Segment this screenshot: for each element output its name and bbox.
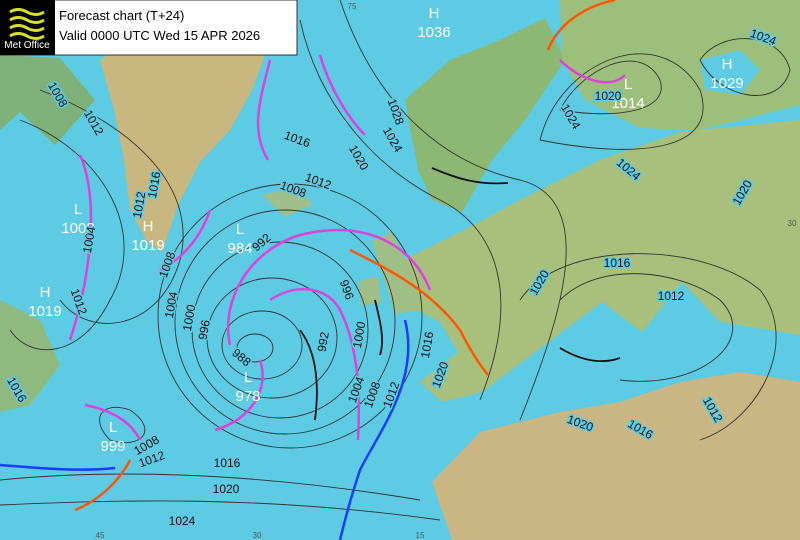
grid-label: 30 [253, 531, 262, 540]
grid-label: 15 [416, 531, 425, 540]
center-pressure: 1036 [417, 24, 450, 41]
isobar-label: 1016 [418, 330, 436, 359]
isobar-label: 1016 [145, 170, 163, 199]
center-kind: H [143, 218, 154, 235]
center-pressure: 1019 [28, 303, 61, 320]
isobar-label: 1024 [169, 514, 196, 528]
isobar-label: 1016 [604, 256, 631, 270]
isobar-label: 1020 [595, 89, 622, 103]
isobar-label: 1004 [80, 225, 98, 254]
grid-label: 75 [348, 2, 357, 11]
center-kind: H [429, 5, 440, 22]
center-pressure: 984 [227, 240, 252, 257]
center-pressure: 1003 [61, 220, 94, 237]
chart-title: Forecast chart (T+24) [59, 8, 184, 23]
logo-text: Met Office [4, 40, 50, 51]
center-kind: L [109, 419, 117, 436]
isobar-label: 1000 [180, 303, 198, 332]
center-pressure: 1014 [611, 95, 644, 112]
logo-mark [9, 8, 45, 40]
center-kind: H [40, 284, 51, 301]
center-kind: L [236, 221, 244, 238]
valid-time: Valid 0000 UTC Wed 15 APR 2026 [59, 28, 260, 43]
center-pressure: 978 [235, 388, 260, 405]
grid-label: 30 [788, 219, 797, 228]
isobar-label: 1016 [214, 456, 241, 470]
center-kind: L [244, 369, 252, 386]
center-pressure: 1019 [131, 237, 164, 254]
header: Met Office Forecast chart (T+24) Valid 0… [0, 0, 298, 56]
isobar-label: 1020 [213, 482, 240, 496]
center-kind: H [722, 56, 733, 73]
isobar-label: 1004 [162, 290, 180, 319]
center-kind: L [74, 201, 82, 218]
grid-label: 45 [96, 531, 105, 540]
center-pressure: 999 [100, 438, 125, 455]
center-kind: L [624, 76, 632, 93]
isobar-label: 1000 [350, 320, 368, 349]
center-pressure: 1029 [710, 75, 743, 92]
isobar-label: 996 [196, 318, 213, 340]
isobar-label: 1012 [130, 190, 148, 219]
isobar-label: 992 [315, 330, 332, 352]
fronts [0, 0, 626, 540]
isobar-label: 1012 [658, 289, 685, 303]
